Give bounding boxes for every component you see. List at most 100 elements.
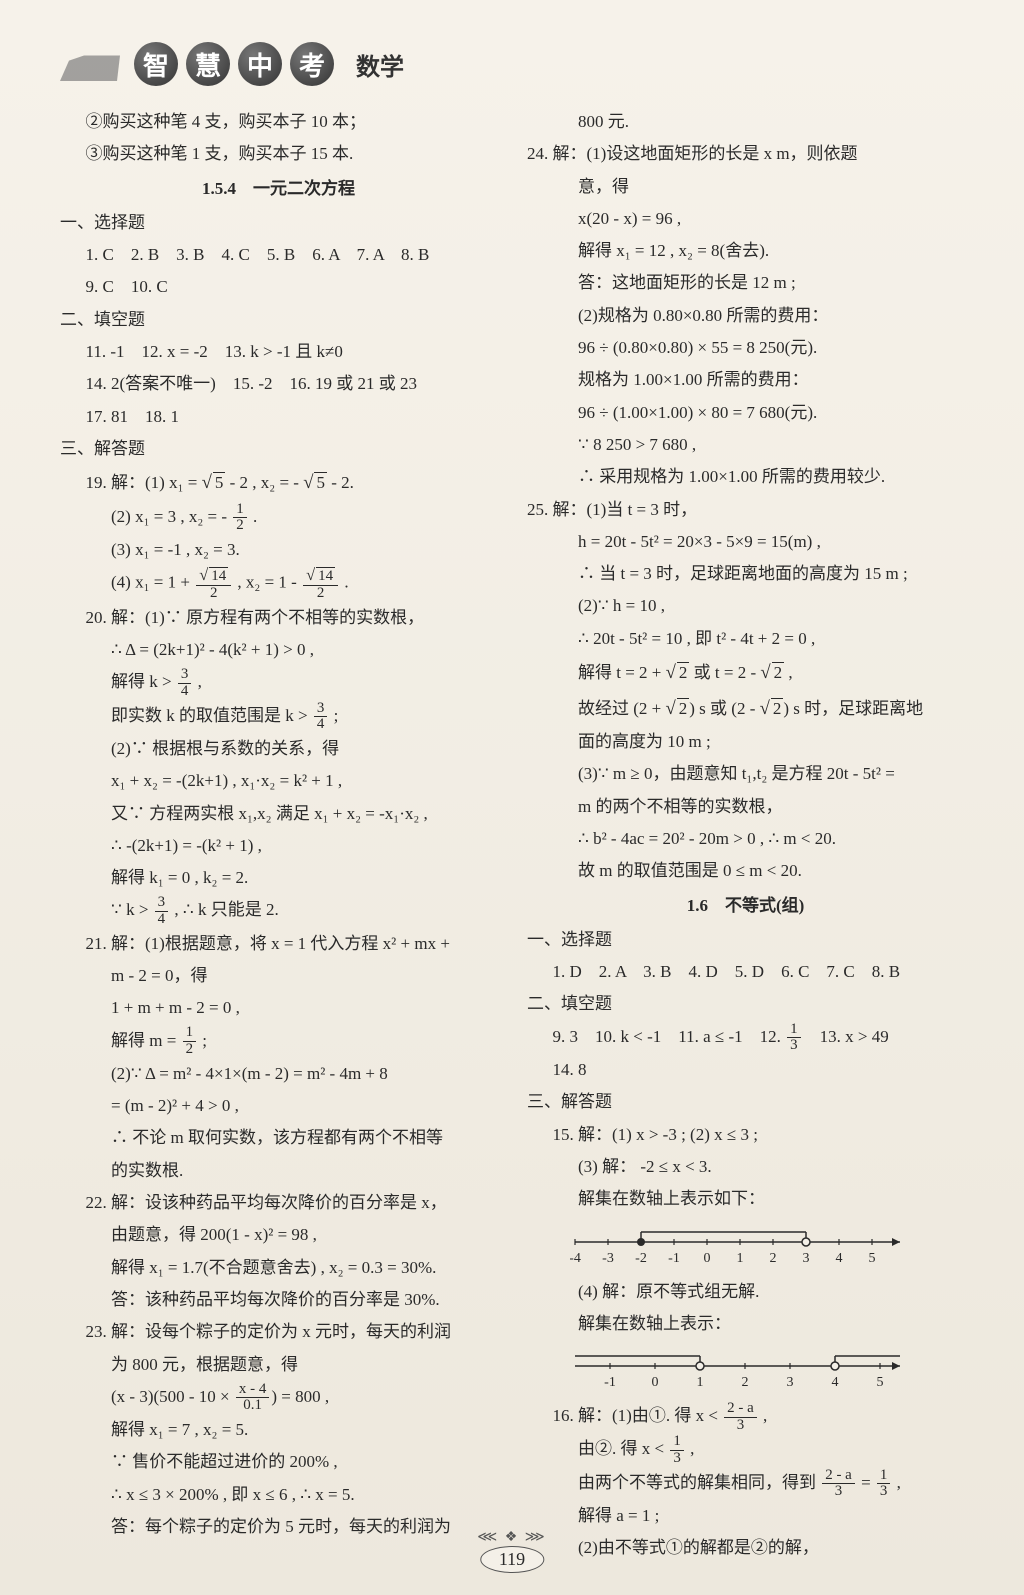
page: 智 慧 中 考 数学 ②购买这种笔 4 支，购买本子 10 本； ③购买这种笔 … [0,0,1024,1595]
denominator: 4 [314,717,327,733]
fraction: 13 [670,1434,683,1466]
q25-line: 25. 解：(1)当 t = 3 时， [527,494,964,526]
q23-cont: 800 元. [527,106,964,138]
denominator: 3 [734,1418,747,1434]
q25-line: m 的两个不相等的实数根， [527,791,964,823]
svg-text:0: 0 [703,1251,710,1266]
q21-line: 1 + m + m - 2 = 0 , [60,992,497,1024]
q24-line: 意，得 [527,171,964,203]
radical-icon: √ [666,698,676,719]
q20-line: 解得 k > 34 , [60,666,497,699]
sqrt-val: 5 [213,472,226,492]
q23-line: ∵ 售价不能超过进价的 200% , [60,1446,497,1478]
q16-line: (2)由不等式①的解都是②的解， [527,1532,964,1564]
q21-line: = (m - 2)² + 4 > 0 , [60,1090,497,1122]
svg-text:1: 1 [696,1375,703,1390]
q20-line: x₁ + x₂ = -(2k+1) , x₁·x₂ = k² + 1 , [60,765,497,797]
q19-2: (2) x₁ = 3 , x₂ = - 12 . [60,501,497,534]
denominator: 3 [877,1484,890,1500]
text: , [193,672,202,691]
text: 19. 解：(1) x₁ = [86,473,202,492]
text: 由两个不等式的解集相同，得到 [578,1473,820,1492]
numberline-svg: -1012345 [570,1346,910,1396]
text: 故经过 (2 + [578,699,666,718]
text: , [784,663,793,682]
q15-line: 解集在数轴上表示： [527,1308,964,1340]
fraction: x - 40.1 [236,1382,269,1414]
section-title-154: 1.5.4 一元二次方程 [60,173,497,205]
text: ) s 时，足球距离地 [783,699,923,718]
q16-line: 解得 a = 1 ; [527,1500,964,1532]
q23-line: 为 800 元，根据题意，得 [60,1349,497,1381]
text: 解得 t = 2 + [578,663,666,682]
q19-3: (3) x₁ = -1 , x₂ = 3. [60,534,497,566]
svg-text:-2: -2 [635,1251,647,1266]
fraction: 12 [233,502,246,534]
q16-line: 16. 解：(1)由①. 得 x < 2 - a3 , [527,1400,964,1433]
q15-line: 解集在数轴上表示如下： [527,1183,964,1215]
q21-line: m - 2 = 0，得 [60,960,497,992]
denominator: 2 [207,586,220,602]
header-char-4: 考 [290,42,334,86]
page-decoration-icon: ⋘ ❖ ⋙ [477,1529,546,1546]
denominator: 0.1 [240,1398,265,1414]
numerator: √14 [303,566,338,586]
q23-line: 答：每个粽子的定价为 5 元时，每天的利润为 [60,1511,497,1543]
q24-line: ∵ 8 250 > 7 680 , [527,429,964,461]
text: 解得 m = [111,1031,181,1050]
q25-line: h = 20t - 5t² = 20×3 - 5×9 = 15(m) , [527,526,964,558]
fill-answers: 14. 8 [527,1054,964,1086]
text: , [686,1439,695,1458]
q15-line: (4) 解：原不等式组无解. [527,1276,964,1308]
text: . [340,573,349,592]
denominator: 3 [787,1038,800,1054]
numerator: 2 - a [822,1468,855,1485]
text: ) = 800 , [271,1387,329,1406]
q25-line: ∴ b² - 4ac = 20² - 20m > 0 , ∴ m < 20. [527,823,964,855]
q20-line: 解得 k₁ = 0 , k₂ = 2. [60,862,497,894]
number-line-2: -1012345 [570,1346,965,1396]
q20-line: ∵ k > 34 , ∴ k 只能是 2. [60,894,497,927]
svg-text:1: 1 [736,1251,743,1266]
text: = [857,1473,875,1492]
q15-line: 15. 解：(1) x > -3 ; (2) x ≤ 3 ; [527,1119,964,1151]
content-columns: ②购买这种笔 4 支，购买本子 10 本； ③购买这种笔 1 支，购买本子 15… [60,106,964,1565]
svg-text:-1: -1 [668,1251,680,1266]
denominator: 3 [832,1484,845,1500]
sqrt-val: 2 [677,698,690,718]
text: , x₂ = 1 - [233,573,301,592]
denominator: 4 [178,684,191,700]
fraction: 2 - a3 [724,1401,757,1433]
mc-answers: 9. C 10. C [60,271,497,303]
sqrt-val: 2 [771,698,784,718]
text: - 2. [327,473,354,492]
q25-line: ∴ 20t - 5t² = 10 , 即 t² - 4t + 2 = 0 , [527,623,964,655]
text: 解得 k > [111,672,176,691]
q22-line: 答：该种药品平均每次降价的百分率是 30%. [60,1284,497,1316]
radical-icon: √ [760,662,770,683]
svg-text:3: 3 [802,1251,809,1266]
q24-line: ∴ 采用规格为 1.00×1.00 所需的费用较少. [527,461,964,493]
sqrt-val: 2 [677,662,690,682]
intro-line: ②购买这种笔 4 支，购买本子 10 本； [60,106,497,138]
text: 16. 解：(1)由①. 得 x < [553,1406,723,1425]
numberline-svg: -4-3-2-1012345 [570,1222,910,1272]
q24-line: 答：这地面矩形的长是 12 m ; [527,267,964,299]
q21-line: 的实数根. [60,1155,497,1187]
numerator: 1 [877,1468,890,1485]
numerator: x - 4 [236,1382,269,1399]
numerator: 3 [155,895,168,912]
text: 9. 3 10. k < -1 11. a ≤ -1 12. [553,1027,786,1046]
q25-line: 面的高度为 10 m ; [527,726,964,758]
denominator: 2 [183,1042,196,1058]
text: (4) x₁ = 1 + [111,573,194,592]
fraction: 12 [183,1025,196,1057]
section-title-16: 1.6 不等式(组) [527,890,964,922]
text: 即实数 k 的取值范围是 k > [111,706,312,725]
svg-text:5: 5 [868,1251,875,1266]
svg-text:-3: -3 [602,1251,614,1266]
category-mc: 一、选择题 [60,207,497,239]
numerator: 1 [233,502,246,519]
header-char-3: 中 [238,42,282,86]
q25-line: 故经过 (2 + √2) s 或 (2 - √2) s 时，足球距离地 [527,691,964,727]
